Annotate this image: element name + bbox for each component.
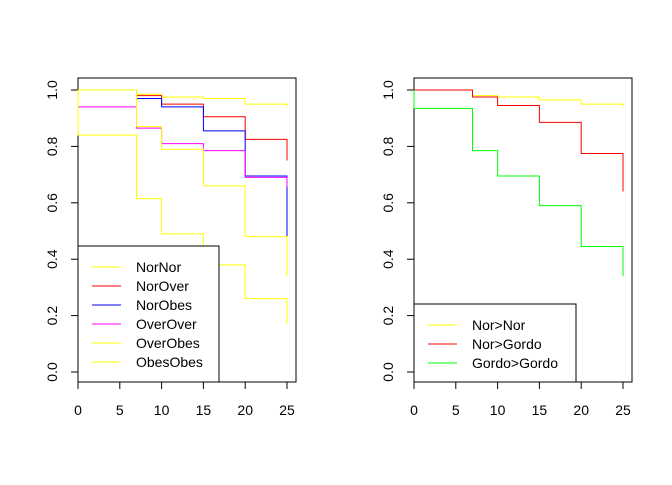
series-line-overover [77, 90, 288, 188]
y-tick-label: 0.4 [44, 249, 60, 269]
legend-box [77, 245, 220, 383]
series-line-norover [78, 89, 288, 161]
legend-box [413, 303, 577, 383]
y-tick-label: 0.6 [380, 193, 396, 213]
y-tick-label: 0.4 [380, 249, 396, 269]
x-tick-label: 20 [237, 402, 253, 418]
plot-panel-1: 0 5 10 15 20 25 0.0 0.2 0.4 0.6 0.8 1.0 NorNor NorOve… [44, 77, 297, 418]
y-tick-label: 0.2 [380, 306, 396, 326]
legend-label: NorObes [136, 297, 192, 313]
series-line-norobes [78, 89, 288, 237]
legend-label: Gordo>Gordo [472, 355, 558, 371]
x-tick-label: 5 [452, 402, 460, 418]
x-tick-label: 10 [154, 402, 170, 418]
legend-label: ObesObes [136, 354, 203, 370]
x-tick-label: 0 [74, 402, 82, 418]
y-tick-label: 0.8 [380, 136, 396, 156]
y-tick-label: 0.6 [44, 193, 60, 213]
series-line-nor-nor [414, 89, 624, 107]
y-tick-label: 0.0 [380, 362, 396, 382]
legend-label: OverObes [136, 335, 200, 351]
legend-label: NorOver [136, 278, 189, 294]
y-tick-label: 1.0 [44, 80, 60, 100]
legend-label: NorNor [136, 259, 181, 275]
x-tick-label: 15 [532, 402, 548, 418]
series-line-obesobes [78, 89, 288, 277]
x-tick-label: 15 [196, 402, 212, 418]
series-line-gordo-gordo [413, 90, 624, 277]
x-tick-label: 0 [410, 402, 418, 418]
x-tick-label: 5 [116, 402, 124, 418]
plot-panel-2: 0 5 10 15 20 25 0.0 0.2 0.4 0.6 0.8 1.0 Nor>Nor Nor>G… [380, 77, 633, 418]
legend: NorNor NorOver NorObes OverOver OverObes Obes… [77, 245, 220, 383]
legend-label: Nor>Nor [472, 317, 526, 333]
legend: Nor>Nor Nor>Gordo Gordo>Gordo [413, 303, 577, 383]
y-tick-label: 0.2 [44, 306, 60, 326]
y-tick-label: 0.8 [44, 136, 60, 156]
legend-label: OverOver [136, 316, 197, 332]
x-tick-label: 25 [279, 402, 295, 418]
y-tick-label: 1.0 [380, 80, 396, 100]
x-tick-label: 20 [573, 402, 589, 418]
series-line-nor-gordo [414, 89, 624, 192]
legend-label: Nor>Gordo [472, 336, 542, 352]
y-tick-label: 0.0 [44, 362, 60, 382]
x-tick-label: 25 [615, 402, 631, 418]
x-tick-label: 10 [490, 402, 506, 418]
series-line-overobes [77, 90, 288, 325]
